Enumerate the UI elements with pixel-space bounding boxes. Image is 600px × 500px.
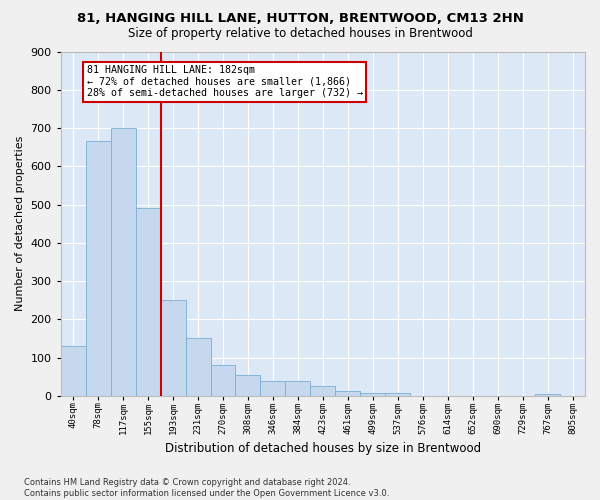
Text: 81 HANGING HILL LANE: 182sqm
← 72% of detached houses are smaller (1,866)
28% of: 81 HANGING HILL LANE: 182sqm ← 72% of de…	[87, 66, 363, 98]
Y-axis label: Number of detached properties: Number of detached properties	[15, 136, 25, 312]
Bar	[335, 392, 361, 396]
Bar	[161, 300, 185, 396]
Bar	[86, 142, 110, 396]
Text: 81, HANGING HILL LANE, HUTTON, BRENTWOOD, CM13 2HN: 81, HANGING HILL LANE, HUTTON, BRENTWOOD…	[77, 12, 523, 26]
Bar	[136, 208, 161, 396]
Bar	[110, 128, 136, 396]
Bar	[310, 386, 335, 396]
Bar	[286, 380, 310, 396]
Bar	[361, 393, 385, 396]
Text: Size of property relative to detached houses in Brentwood: Size of property relative to detached ho…	[128, 28, 472, 40]
Bar	[235, 375, 260, 396]
Bar	[535, 394, 560, 396]
Text: Contains HM Land Registry data © Crown copyright and database right 2024.
Contai: Contains HM Land Registry data © Crown c…	[24, 478, 389, 498]
Bar	[185, 338, 211, 396]
Bar	[61, 346, 86, 396]
X-axis label: Distribution of detached houses by size in Brentwood: Distribution of detached houses by size …	[165, 442, 481, 455]
Bar	[211, 366, 235, 396]
Bar	[385, 393, 410, 396]
Bar	[260, 380, 286, 396]
